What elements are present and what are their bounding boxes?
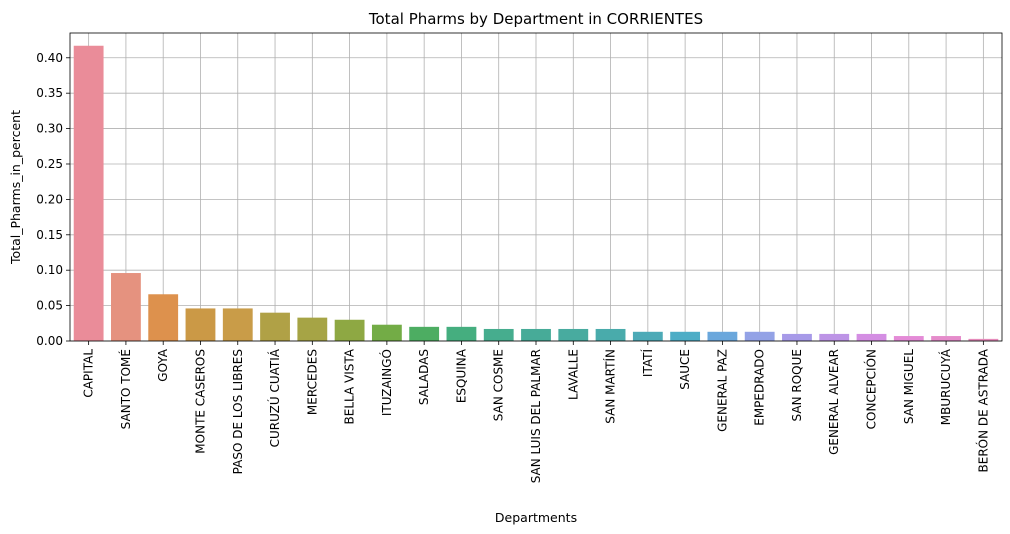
x-tick-label: GENERAL PAZ [715, 349, 729, 432]
x-tick-label: MERCEDES [305, 349, 319, 415]
y-tick-label: 0.05 [36, 299, 63, 313]
bar-mercedes [297, 317, 328, 341]
bar-san-miguel [893, 336, 924, 341]
x-axis: CAPITAL SANTO TOMÉ GOYA MONTE CASEROS PASO D… [82, 341, 990, 483]
x-tick-label: LAVALLE [566, 349, 580, 400]
x-tick-label: SAN LUIS DEL PALMAR [529, 349, 543, 483]
x-tick-label: GOYA [156, 348, 170, 381]
x-tick-label: SAN ROQUE [790, 349, 804, 421]
x-tick-label: ESQUINA [454, 348, 468, 403]
x-tick-label: CONCEPCIÓN [864, 349, 879, 429]
y-axis-title: Total_Pharms_in_percent [8, 110, 23, 265]
y-tick-label: 0.25 [36, 157, 63, 171]
y-tick-label: 0.40 [36, 51, 63, 65]
y-tick-label: 0.35 [36, 86, 63, 100]
bar-mburucuyá [931, 336, 961, 341]
bar-itatí [632, 331, 663, 341]
x-tick-label: BERÓN DE ASTRADA [975, 348, 990, 472]
bar-berón-de-astrada [968, 338, 999, 341]
bar-san-luis-del-palmar [521, 328, 551, 341]
bar-ituzaingó [371, 324, 402, 341]
bar-san-martín [595, 328, 626, 341]
x-tick-label: SANTO TOMÉ [118, 349, 133, 429]
bar-empedrado [744, 331, 775, 341]
x-tick-label: GENERAL ALVEAR [827, 349, 841, 455]
x-axis-title: Departments [495, 510, 577, 525]
grid [70, 33, 1002, 342]
x-tick-label: BELLA VISTA [343, 348, 357, 424]
y-tick-label: 0.20 [36, 192, 63, 206]
bar-concepción [856, 333, 887, 341]
x-tick-label: PASO DE LOS LIBRES [231, 349, 245, 474]
bar-paso-de-los-libres [222, 308, 253, 341]
x-tick-label: SALADAS [417, 349, 431, 405]
bar-capital [73, 45, 104, 342]
y-tick-label: 0.15 [36, 228, 63, 242]
bar-santo-tomé [111, 273, 141, 341]
bar-goya [148, 294, 179, 341]
bar-lavalle [558, 328, 589, 341]
chart-title: Total Pharms by Department in CORRIENTES [368, 10, 703, 28]
x-tick-label: CURUZÚ CUATIÁ [267, 348, 282, 447]
bar-san-cosme [483, 328, 514, 341]
bar-curuzú-cuatiá [260, 312, 290, 341]
x-tick-label: SAN MIGUEL [902, 349, 916, 424]
x-tick-label: MBURUCUYÁ [938, 348, 953, 425]
x-tick-label: CAPITAL [82, 349, 96, 398]
x-tick-label: SAUCE [678, 349, 692, 390]
bar-monte-caseros [185, 308, 216, 341]
bar-esquina [446, 326, 477, 341]
y-tick-label: 0.30 [36, 122, 63, 136]
bar-san-roque [782, 333, 812, 341]
x-tick-label: ITUZAINGÓ [379, 349, 394, 416]
bar-sauce [670, 331, 701, 341]
y-tick-label: 0.00 [36, 334, 63, 348]
x-tick-label: SAN COSME [492, 349, 506, 421]
bar-saladas [409, 326, 440, 341]
x-tick-label: SAN MARTÍN [603, 349, 618, 424]
bar-general-alvear [819, 333, 850, 341]
y-axis: 0.00 0.05 0.10 0.15 0.20 0.25 0.30 0.35 0.40 [36, 51, 70, 348]
y-tick-label: 0.10 [36, 263, 63, 277]
bar-bella-vista [334, 319, 365, 341]
x-tick-label: ITATÍ [640, 349, 655, 378]
x-tick-label: EMPEDRADO [753, 349, 767, 426]
x-tick-label: MONTE CASEROS [193, 349, 207, 454]
bar-general-paz [707, 331, 738, 341]
bars [73, 45, 999, 342]
